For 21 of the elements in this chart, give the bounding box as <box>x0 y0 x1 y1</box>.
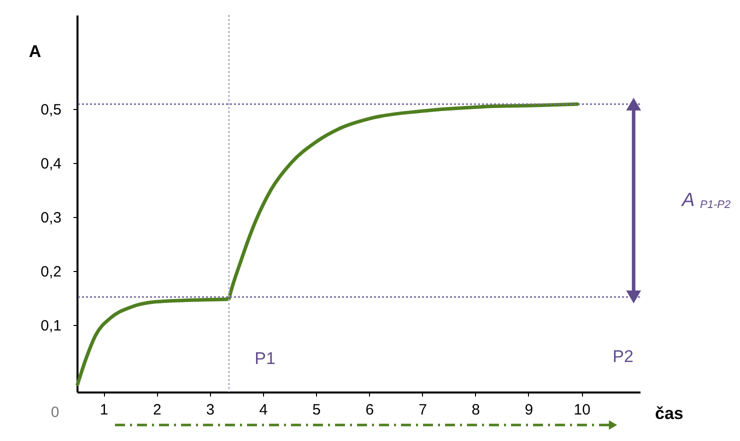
x-tick-label: 3 <box>206 402 214 418</box>
x-tick-label: 5 <box>312 402 321 418</box>
line-series <box>76 102 580 386</box>
annotation: P1 <box>254 349 276 368</box>
x-tick-label: 4 <box>259 402 268 418</box>
y-tick-label: 0,1 <box>40 318 62 335</box>
y-tick-label: 0,2 <box>40 264 62 281</box>
y-tick-label: 0,3 <box>40 210 62 227</box>
x-tick-label: 7 <box>418 402 427 418</box>
x-axis-title: čas <box>655 404 684 423</box>
y-tick-label: 0,5 <box>40 101 62 118</box>
x-tick-label: 9 <box>524 402 534 418</box>
y-axis-title: A <box>28 42 42 61</box>
y-tick-label: 0,4 <box>40 155 62 172</box>
x-tick-label: 6 <box>365 402 374 418</box>
annotation: P2 <box>612 347 634 366</box>
x-tick-label: 1 <box>100 402 108 418</box>
x-tick-label: 2 <box>153 402 162 418</box>
text: 0 <box>50 404 60 421</box>
x-tick-label: 8 <box>472 402 480 418</box>
x-tick-label: 10 <box>574 402 590 418</box>
